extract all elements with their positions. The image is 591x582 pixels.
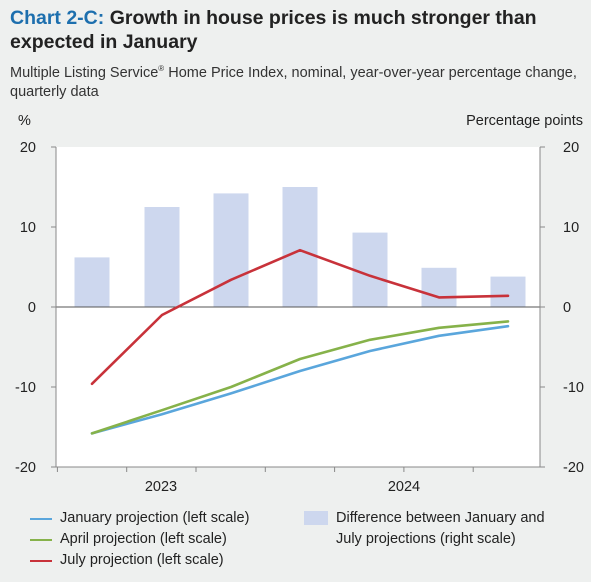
registered-mark: ® (158, 64, 165, 73)
x-label-2024: 2024 (388, 479, 420, 495)
legend-swatch-april (30, 539, 52, 541)
chart-plot: -20 -20 -10 -10 0 0 10 10 20 20 2023 2024 (15, 140, 584, 495)
legend-item-january: January projection (left scale) (30, 508, 249, 529)
x-label-2023: 2023 (145, 479, 177, 495)
bar-difference-4 (352, 232, 388, 307)
right-axis-unit: Percentage points (466, 113, 583, 129)
legend-label-difference-line1: Difference between January and (336, 510, 545, 526)
legend-label-april: April projection (left scale) (60, 531, 227, 547)
legend-item-difference: Difference between January and (304, 508, 545, 529)
chart-subtitle: Multiple Listing Service® Home Price Ind… (10, 59, 580, 102)
subtitle-part-1: Multiple Listing Service (10, 64, 159, 81)
right-tick-label--20: -20 (563, 460, 584, 476)
subtitle-part-2: Home Price Index, nominal, year-over-yea… (10, 64, 577, 100)
line-april-projection (90, 320, 510, 435)
left-axis-unit: % (18, 113, 31, 129)
left-tick-label-20: 20 (20, 140, 36, 156)
bar-difference-3 (282, 187, 318, 307)
legend-left-column: January projection (left scale) April pr… (30, 508, 249, 571)
left-tick-label--20: -20 (15, 460, 36, 476)
bar-difference-2 (213, 193, 249, 307)
right-tick-label-10: 10 (563, 220, 579, 236)
legend-right-column: Difference between January and July proj… (304, 508, 545, 550)
bar-difference-0 (74, 257, 110, 307)
right-tick-label-20: 20 (563, 140, 579, 156)
left-tick-label--10: -10 (15, 380, 36, 396)
legend-label-january: January projection (left scale) (60, 510, 250, 526)
right-tick-label--10: -10 (563, 380, 584, 396)
legend-swatch-july (30, 560, 52, 562)
left-tick-label-0: 0 (28, 300, 36, 316)
legend-label-july: July projection (left scale) (60, 552, 224, 568)
bar-difference-5 (421, 267, 457, 307)
legend-label-difference-line2: July projections (right scale) (336, 531, 516, 547)
bar-difference-6 (490, 276, 526, 307)
line-july-projection (90, 248, 510, 386)
legend-item-july: July projection (left scale) (30, 550, 249, 571)
chart-title: Chart 2-C: Growth in house prices is muc… (10, 6, 580, 54)
legend-swatch-january (30, 518, 52, 520)
chart-number: Chart 2-C: (10, 7, 105, 29)
line-january-projection (90, 324, 510, 435)
legend-swatch-difference (304, 511, 328, 525)
right-tick-label-0: 0 (563, 300, 571, 316)
bar-difference-1 (144, 207, 180, 307)
chart-title-text: Growth in house prices is much stronger … (10, 7, 537, 53)
legend-item-difference-cont: July projections (right scale) (304, 529, 545, 550)
legend-item-april: April projection (left scale) (30, 529, 249, 550)
left-tick-label-10: 10 (20, 220, 36, 236)
